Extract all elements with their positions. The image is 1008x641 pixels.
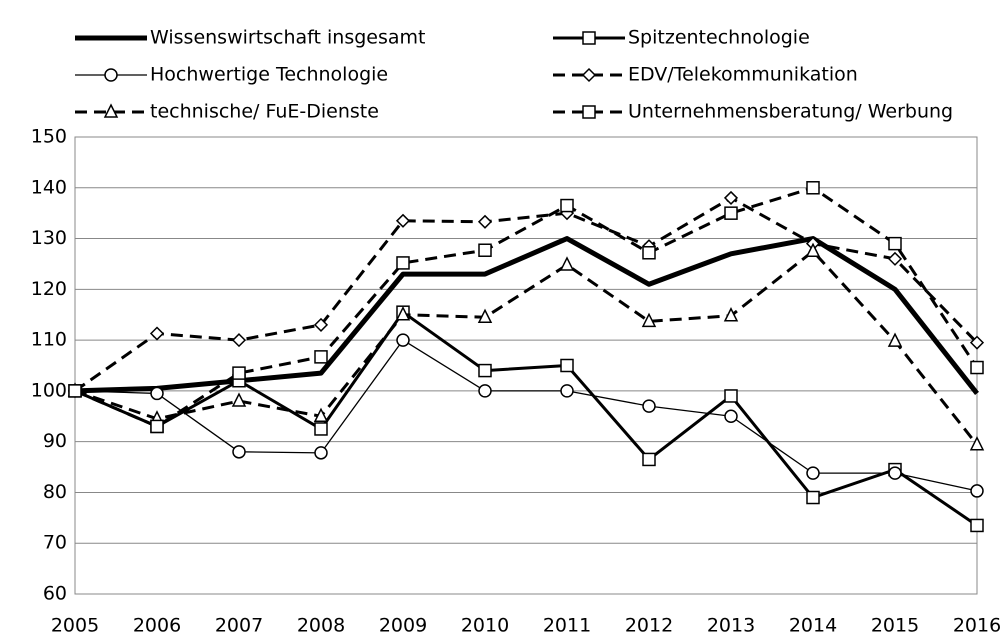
legend-label: Unternehmensberatung/ Werbung xyxy=(628,101,953,123)
series-line xyxy=(74,196,979,393)
marker xyxy=(396,333,410,347)
marker xyxy=(970,484,984,498)
y-tick-label: 150 xyxy=(31,126,67,148)
x-tick-label: 2006 xyxy=(133,615,181,637)
marker xyxy=(395,306,411,321)
marker xyxy=(313,407,329,423)
x-tick-label: 2010 xyxy=(461,615,509,637)
marker xyxy=(478,363,492,378)
marker xyxy=(969,436,985,451)
marker xyxy=(231,333,247,348)
marker xyxy=(888,466,902,480)
marker xyxy=(642,452,656,467)
marker xyxy=(806,181,820,195)
marker xyxy=(150,419,164,434)
marker xyxy=(887,251,903,266)
marker xyxy=(642,399,656,413)
series-line xyxy=(74,339,978,492)
marker xyxy=(641,312,657,328)
marker xyxy=(477,308,493,324)
legend-label: technische/ FuE-Dienste xyxy=(150,101,379,123)
marker xyxy=(806,466,820,480)
marker xyxy=(642,246,656,260)
y-tick-label: 140 xyxy=(31,176,67,198)
y-tick-label: 90 xyxy=(43,430,67,452)
x-tick-label: 2014 xyxy=(789,615,837,637)
y-tick-label: 60 xyxy=(43,583,67,605)
series-line xyxy=(74,236,979,395)
marker xyxy=(314,422,328,436)
legend-label: Wissenswirtschaft insgesamt xyxy=(150,27,426,49)
x-tick-label: 2011 xyxy=(543,615,591,637)
marker xyxy=(477,214,493,229)
y-tick-label: 110 xyxy=(31,329,67,351)
marker xyxy=(724,389,738,403)
marker xyxy=(969,335,985,350)
marker xyxy=(805,242,821,257)
legend-marker xyxy=(103,103,119,118)
marker xyxy=(970,360,984,375)
y-tick-label: 80 xyxy=(43,481,67,503)
marker xyxy=(970,518,984,533)
legend-marker xyxy=(104,68,118,82)
legend-label: EDV/Telekommunikation xyxy=(628,64,858,86)
legend-marker xyxy=(581,67,597,83)
x-tick-label: 2015 xyxy=(871,615,919,637)
x-tick-label: 2007 xyxy=(215,615,263,637)
legend-label: Hochwertige Technologie xyxy=(150,64,388,86)
marker xyxy=(478,243,492,257)
marker xyxy=(231,392,247,407)
marker xyxy=(724,206,738,220)
marker xyxy=(888,236,902,251)
x-tick-label: 2012 xyxy=(625,615,673,637)
marker xyxy=(396,256,410,270)
marker xyxy=(723,307,739,322)
marker xyxy=(395,213,411,228)
marker xyxy=(887,332,903,347)
marker xyxy=(560,198,574,213)
marker xyxy=(560,358,574,373)
marker xyxy=(232,445,246,459)
x-tick-label: 2008 xyxy=(297,615,345,637)
marker xyxy=(559,256,575,271)
marker xyxy=(806,490,820,505)
marker xyxy=(150,386,164,401)
series-line xyxy=(74,186,979,428)
marker xyxy=(313,317,329,332)
series-line xyxy=(74,249,979,446)
y-tick-label: 130 xyxy=(31,227,67,249)
x-tick-label: 2013 xyxy=(707,615,755,637)
marker xyxy=(560,384,574,398)
marker xyxy=(314,446,328,460)
x-tick-label: 2005 xyxy=(51,615,99,637)
y-tick-label: 100 xyxy=(31,379,67,401)
marker xyxy=(314,350,328,364)
legend-marker xyxy=(582,105,596,119)
series-line xyxy=(74,310,978,527)
marker xyxy=(478,384,492,398)
y-tick-label: 70 xyxy=(43,532,67,554)
legend-label: Spitzentechnologie xyxy=(628,27,810,49)
legend-marker xyxy=(582,31,596,45)
x-tick-label: 2009 xyxy=(379,615,427,637)
marker xyxy=(149,326,165,341)
marker xyxy=(232,366,246,380)
marker xyxy=(724,409,738,424)
x-tick-label: 2016 xyxy=(953,615,1001,637)
marker xyxy=(68,384,82,398)
y-tick-label: 120 xyxy=(31,278,67,300)
marker xyxy=(723,190,739,205)
